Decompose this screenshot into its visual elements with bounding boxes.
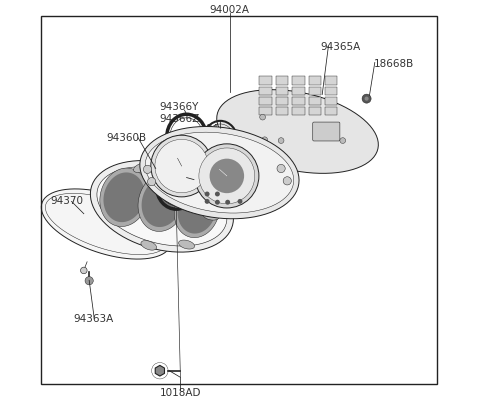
- FancyBboxPatch shape: [276, 97, 288, 105]
- FancyBboxPatch shape: [309, 97, 321, 105]
- Circle shape: [278, 138, 284, 143]
- Circle shape: [81, 267, 87, 274]
- Text: 94366Y
94366Z: 94366Y 94366Z: [160, 102, 200, 124]
- Text: 94366Y
94366Z: 94366Y 94366Z: [195, 172, 235, 194]
- FancyBboxPatch shape: [276, 107, 288, 115]
- FancyBboxPatch shape: [292, 107, 304, 115]
- Circle shape: [283, 177, 291, 185]
- Polygon shape: [140, 127, 299, 219]
- FancyBboxPatch shape: [259, 87, 272, 95]
- Circle shape: [364, 97, 369, 101]
- Polygon shape: [141, 240, 156, 250]
- FancyBboxPatch shape: [309, 76, 321, 85]
- Circle shape: [238, 199, 242, 204]
- Circle shape: [199, 148, 255, 204]
- Text: 94126A: 94126A: [205, 125, 245, 134]
- Polygon shape: [174, 183, 219, 238]
- FancyBboxPatch shape: [259, 107, 272, 115]
- Text: 18668B: 18668B: [373, 59, 414, 69]
- Polygon shape: [90, 161, 233, 252]
- Circle shape: [85, 277, 93, 285]
- FancyBboxPatch shape: [325, 97, 337, 105]
- Circle shape: [144, 165, 152, 173]
- Circle shape: [262, 137, 267, 143]
- Circle shape: [215, 192, 220, 196]
- Polygon shape: [164, 167, 180, 176]
- Circle shape: [277, 164, 285, 173]
- Polygon shape: [179, 240, 194, 249]
- FancyBboxPatch shape: [292, 87, 304, 95]
- Text: 94363A: 94363A: [73, 314, 114, 323]
- Polygon shape: [145, 132, 294, 213]
- FancyBboxPatch shape: [292, 76, 304, 85]
- Text: 94002A: 94002A: [210, 5, 250, 15]
- Text: 94360B: 94360B: [107, 133, 146, 143]
- Circle shape: [260, 114, 265, 120]
- FancyBboxPatch shape: [259, 76, 272, 85]
- Polygon shape: [133, 163, 149, 173]
- FancyBboxPatch shape: [313, 122, 340, 141]
- Polygon shape: [97, 167, 227, 246]
- Circle shape: [340, 138, 346, 143]
- Polygon shape: [138, 173, 186, 231]
- Text: 1018AD: 1018AD: [160, 388, 201, 397]
- FancyBboxPatch shape: [276, 87, 288, 95]
- Circle shape: [362, 94, 371, 103]
- Polygon shape: [203, 212, 219, 220]
- FancyBboxPatch shape: [325, 107, 337, 115]
- FancyBboxPatch shape: [309, 87, 321, 95]
- FancyBboxPatch shape: [276, 76, 288, 85]
- Circle shape: [155, 139, 208, 193]
- Polygon shape: [104, 173, 145, 222]
- Polygon shape: [155, 365, 165, 376]
- Circle shape: [262, 149, 267, 155]
- Circle shape: [215, 200, 220, 205]
- Polygon shape: [142, 178, 182, 227]
- Circle shape: [147, 178, 156, 186]
- Circle shape: [151, 135, 213, 197]
- FancyBboxPatch shape: [292, 97, 304, 105]
- Circle shape: [204, 192, 210, 196]
- FancyBboxPatch shape: [259, 97, 272, 105]
- Polygon shape: [41, 189, 171, 259]
- Circle shape: [225, 200, 230, 205]
- Text: 94370: 94370: [50, 196, 83, 206]
- FancyBboxPatch shape: [325, 87, 337, 95]
- FancyBboxPatch shape: [309, 107, 321, 115]
- Circle shape: [195, 144, 259, 208]
- FancyBboxPatch shape: [325, 76, 337, 85]
- Polygon shape: [178, 187, 216, 233]
- Text: 94365A: 94365A: [320, 42, 360, 52]
- Circle shape: [210, 159, 244, 193]
- Circle shape: [204, 199, 210, 204]
- Polygon shape: [217, 90, 378, 173]
- Polygon shape: [100, 168, 148, 226]
